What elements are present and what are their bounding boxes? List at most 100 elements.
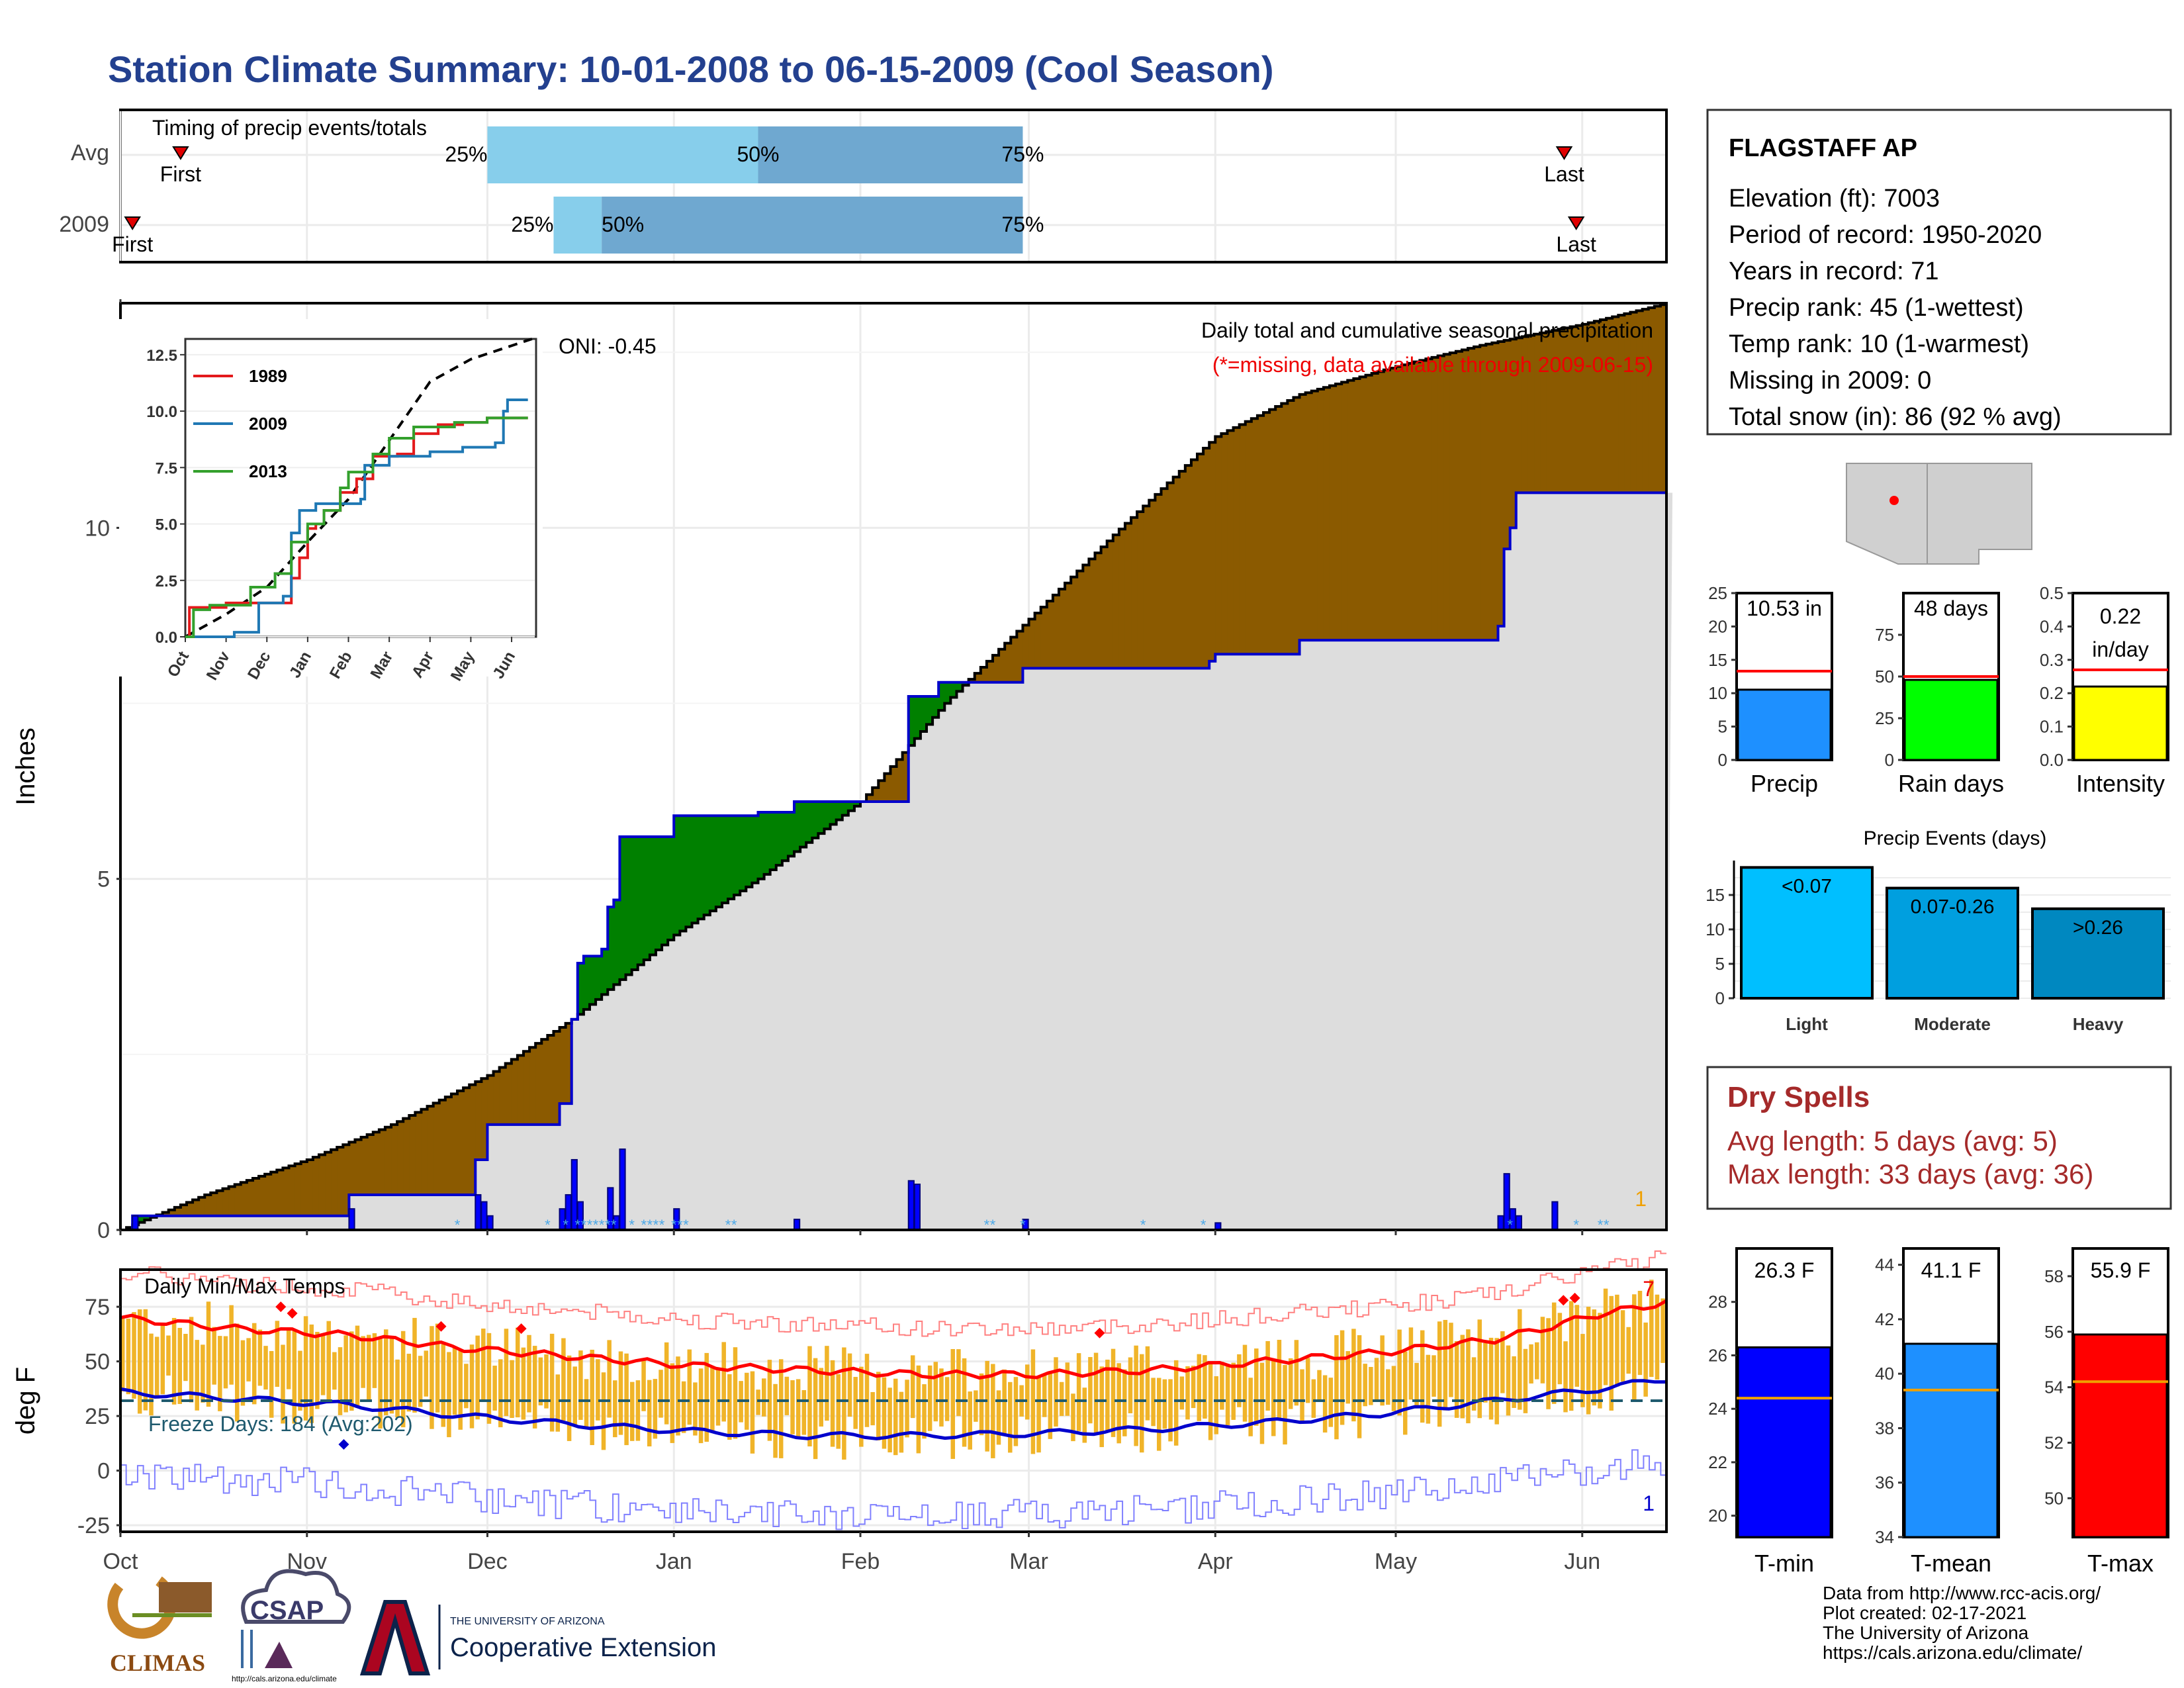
precip-deficit-band — [1023, 625, 1030, 669]
daily-temp-bar — [1173, 1360, 1179, 1446]
trace-marker: * — [575, 1217, 581, 1233]
temp-summary-t-min: 20 22 24 26 28 26.3 F T-min — [1708, 1247, 1833, 1577]
trace-marker: * — [563, 1217, 569, 1233]
timing-p25-label: 25% — [445, 142, 487, 166]
timing-bars: 25% 50% 75% First Last 25% 50% 75% First Last — [112, 126, 1596, 256]
daily-temp-bar — [784, 1376, 790, 1415]
precip-deficit-band — [433, 1103, 440, 1195]
daily-precip-bar — [132, 1215, 139, 1231]
daily-temp-bar — [762, 1378, 766, 1417]
record-high-marker — [275, 1301, 287, 1313]
inset-series-line-2009 — [185, 399, 528, 638]
daily-temp-bar — [607, 1340, 612, 1418]
daily-temp-bar — [1643, 1322, 1648, 1397]
daily-temp-bar — [1191, 1366, 1196, 1409]
daily-temp-bar — [1036, 1376, 1041, 1453]
temp-y-axis: -25 0 25 50 75 — [77, 1295, 120, 1538]
daily-temp-bar — [303, 1316, 308, 1421]
precip-deficit-band — [1642, 309, 1649, 493]
daily-temp-bar — [1076, 1353, 1081, 1431]
oni-value: ONI: -0.45 — [559, 334, 657, 358]
daily-temp-bar — [572, 1366, 577, 1426]
precip-deficit-band — [565, 1023, 572, 1104]
precip-deficit-band — [1305, 393, 1312, 641]
daily-temp-bar — [1140, 1354, 1144, 1453]
daily-temp-bar — [1065, 1362, 1070, 1416]
precip-surplus-band — [614, 900, 621, 985]
credit-data-source: Data from http://www.rcc-acis.org/ — [1823, 1583, 2101, 1603]
daily-temp-bar — [1351, 1329, 1356, 1422]
temp-summary-value: 26.3 F — [1754, 1258, 1815, 1282]
timing-row-2009-label: 2009 — [59, 212, 109, 237]
events-y-tick-label: 0 — [1715, 988, 1725, 1008]
precip-surplus-band — [950, 682, 958, 698]
precip-deficit-band — [1113, 535, 1120, 669]
daily-temp-bar — [1277, 1339, 1282, 1419]
precip-deficit-band — [397, 1121, 404, 1195]
mini-bar-value: 0.22 — [2100, 604, 2141, 628]
timing-panel: 25% 50% 75% First Last 25% 50% 75% First Last Tim… — [59, 109, 1668, 263]
temp-x-tick-label: Feb — [841, 1549, 880, 1574]
mini-bar-tick-label: 75 — [1875, 625, 1894, 645]
precip-surplus-band — [944, 682, 951, 704]
precip-deficit-band — [1118, 529, 1126, 669]
precip-deficit-band — [1654, 306, 1661, 493]
precip-deficit-band — [180, 1205, 187, 1216]
mini-bar-tick-label: 0.5 — [2040, 583, 2064, 603]
precip-surplus-band — [842, 802, 849, 816]
inset-y-tick-label: 2.5 — [156, 573, 177, 590]
precip-deficit-band — [1660, 305, 1667, 493]
daily-temp-bar — [338, 1347, 343, 1415]
daily-temp-bar — [1197, 1354, 1202, 1421]
precip-deficit-band — [1600, 320, 1607, 493]
precip-deficit-band — [1299, 394, 1306, 641]
temp-y-tick-label: -25 — [77, 1513, 110, 1538]
daily-temp-bar — [773, 1383, 778, 1458]
daily-temp-bar — [1494, 1338, 1499, 1425]
precip-surplus-band — [776, 812, 783, 866]
daily-precip-bar — [480, 1201, 488, 1231]
precip-surplus-band — [144, 1215, 152, 1220]
precip-surplus-band — [643, 837, 651, 960]
trace-marker: * — [581, 1217, 587, 1233]
timing-label: Timing of precip events/totals — [152, 116, 427, 140]
mini-bar-fill — [1903, 679, 1999, 761]
daily-temp-bar — [349, 1331, 354, 1411]
daily-temp-bar — [721, 1342, 726, 1422]
precip-deficit-band — [1402, 365, 1408, 641]
daily-temp-bar — [1391, 1366, 1396, 1411]
temp-x-tick-label: Jan — [656, 1549, 692, 1574]
station-snow: Total snow (in): 86 (92 % avg) — [1729, 403, 2062, 431]
precip-surplus-band — [914, 696, 921, 739]
precip-deficit-band — [890, 767, 897, 802]
summary-temp-bars: 20 22 24 26 28 26.3 F T-min 34 36 38 40 42 44 41.1 F T… — [1708, 1247, 2169, 1577]
temp-x-tick-label: Mar — [1009, 1549, 1048, 1574]
precip-surplus-band — [806, 802, 813, 843]
daily-temp-bar — [160, 1323, 165, 1395]
daily-temp-bar — [1059, 1382, 1064, 1417]
timing-p50-label: 50% — [602, 212, 644, 236]
temp-x-axis: Oct Nov Dec Jan Feb Mar Apr May Jun — [103, 1532, 1600, 1574]
daily-precip-bar — [1515, 1215, 1522, 1231]
daily-temp-bar — [1397, 1329, 1402, 1416]
timing-first-label: First — [160, 162, 201, 186]
temp-summary-tick-label: 22 — [1708, 1452, 1727, 1472]
temp-panel-label: Daily Min/Max Temps — [144, 1274, 345, 1298]
mini-bar-tick-label: 0.2 — [2040, 683, 2064, 703]
precip-deficit-band — [199, 1197, 205, 1216]
precip-deficit-band — [312, 1157, 320, 1216]
daily-temp-bar — [1208, 1362, 1213, 1440]
trace-marker: * — [647, 1217, 653, 1233]
precip-deficit-band — [523, 1051, 530, 1125]
precip-deficit-band — [318, 1154, 326, 1216]
precip-deficit-band — [1191, 459, 1198, 669]
temp-summary-tick-label: 26 — [1708, 1345, 1727, 1365]
daily-temp-bar — [1603, 1288, 1608, 1385]
mini-bar-tick-label: 0.1 — [2040, 717, 2064, 737]
daily-temp-bar — [1283, 1365, 1287, 1445]
station-missing: Missing in 2009: 0 — [1729, 367, 1931, 395]
summary-mini-bars: 0 5 10 15 20 25 10.53 in Precip 0 25 50 75 48 days Ra… — [1708, 583, 2169, 797]
temp-y-tick-label: 50 — [85, 1350, 110, 1375]
precip-deficit-band — [246, 1180, 253, 1216]
